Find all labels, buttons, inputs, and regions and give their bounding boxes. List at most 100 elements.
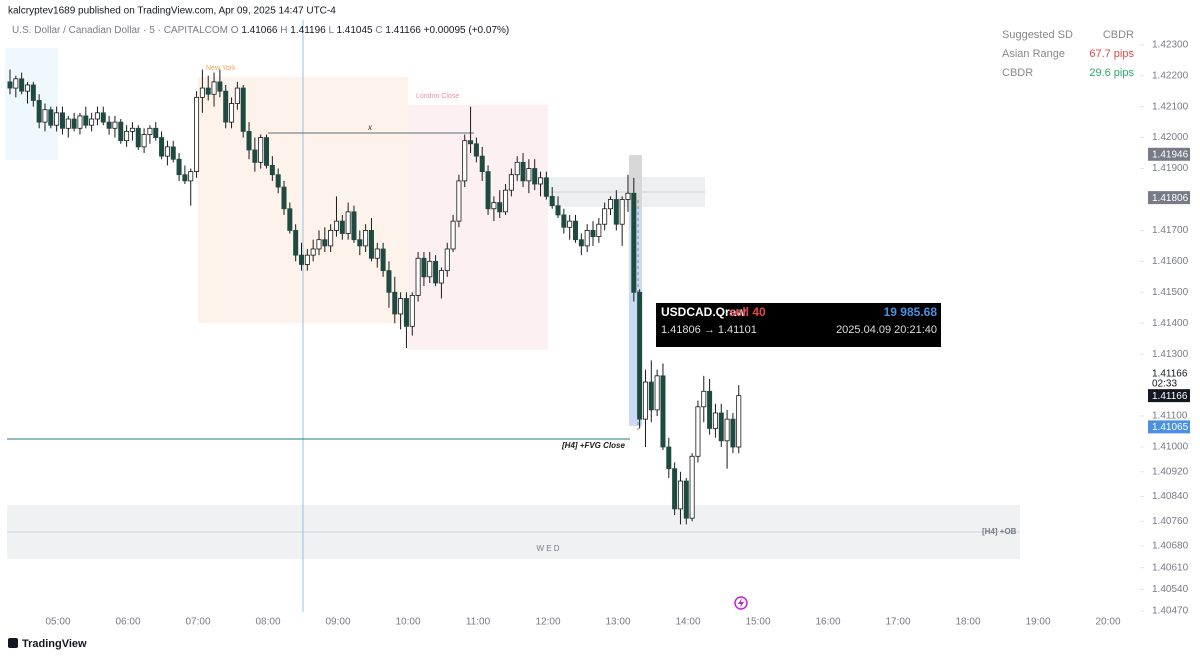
trade-time: 2025.04.09 20:21:40	[836, 324, 937, 336]
candle-body	[205, 87, 211, 95]
candle-body	[648, 381, 654, 411]
x-tick-label: 10:00	[395, 617, 420, 628]
candle-body	[438, 270, 444, 284]
candle-body	[398, 298, 404, 315]
table-cell: Suggested SD	[1002, 29, 1073, 41]
session-label: New York	[206, 65, 236, 72]
candle-body	[456, 180, 462, 222]
session-label: London Close	[416, 93, 459, 100]
trade-prices: 1.41806 → 1.41101	[661, 324, 757, 336]
candle-body	[409, 294, 415, 327]
candle-body	[666, 446, 672, 470]
candle-body	[543, 177, 549, 197]
x-tick-label: 13:00	[605, 617, 630, 628]
table-cell: 67.7 pips	[1089, 48, 1134, 60]
x-tick-label: 06:00	[115, 617, 140, 628]
candle-body	[240, 87, 246, 132]
candle-body	[287, 208, 293, 231]
candle-body	[293, 230, 299, 256]
candle-body	[100, 112, 106, 123]
y-tick-label: 1.41300	[1152, 349, 1189, 360]
candle-body	[479, 155, 485, 173]
candle-body	[42, 109, 48, 123]
y-tick-label: 1.42200	[1152, 70, 1189, 81]
candle-body	[392, 291, 398, 315]
candle-body	[36, 100, 42, 123]
candle-body	[339, 220, 345, 234]
y-tick-label: 1.40840	[1152, 491, 1189, 502]
event-icon-bolt	[738, 598, 744, 608]
candle-body	[316, 239, 322, 250]
table-cell: CBDR	[1002, 67, 1033, 79]
level-label: x	[367, 123, 373, 132]
candle-body	[322, 239, 328, 247]
x-tick-label: 05:00	[45, 617, 70, 628]
price-badge	[1148, 191, 1190, 205]
candle-body	[695, 406, 701, 457]
candle-body	[129, 127, 135, 132]
candle-body	[433, 260, 439, 284]
candle-body	[549, 195, 555, 207]
candle-body	[590, 230, 596, 237]
y-tick-label: 1.40470	[1152, 606, 1189, 617]
x-tick-label: 18:00	[955, 617, 980, 628]
x-tick-label: 11:00	[466, 617, 491, 628]
symbol: U.S. Dollar / Canadian Dollar · 5 · CAPI…	[12, 25, 228, 36]
y-tick-label: 1.40920	[1152, 466, 1189, 477]
x-tick-label: 19:00	[1025, 617, 1050, 628]
candle-body	[497, 202, 503, 213]
fvg-label: [H4] +FVG Close	[561, 441, 625, 450]
x-tick-label: 15:00	[745, 617, 770, 628]
candle-body	[48, 109, 54, 126]
candle-body	[199, 87, 205, 98]
candle-body	[252, 149, 258, 163]
candle-body	[164, 146, 170, 157]
candle-body	[59, 112, 65, 129]
candle-body	[65, 118, 71, 129]
candle-body	[83, 115, 89, 126]
candle-body	[229, 103, 235, 123]
y-tick-label: 1.41400	[1152, 318, 1189, 329]
ohlc-value: 1.41196	[290, 25, 326, 36]
candle-body	[637, 291, 643, 420]
last-price: 1.41166	[1152, 368, 1188, 379]
candle-body	[718, 412, 724, 442]
publisher: kalcryptev1689 published on TradingView.…	[8, 6, 336, 17]
price-badge	[1148, 420, 1190, 434]
x-tick-label: 16:00	[815, 617, 840, 628]
candle-body	[654, 375, 660, 411]
candle-body	[538, 177, 544, 185]
candle-body	[427, 260, 433, 278]
candle-body	[275, 174, 281, 188]
trade-profit: 19 985.68	[884, 305, 938, 319]
candle-body	[153, 127, 159, 138]
candle-body	[625, 192, 631, 200]
price-badge-label: 1.41065	[1152, 422, 1189, 433]
candle-body	[7, 81, 13, 89]
event-icon[interactable]	[734, 596, 748, 610]
candle-body	[223, 90, 229, 123]
asia-box	[5, 48, 58, 160]
candle-body	[578, 239, 584, 247]
candle-body	[677, 480, 683, 510]
candle-body	[707, 390, 713, 429]
y-tick-label: 1.41100	[1152, 411, 1188, 422]
candle-body	[450, 220, 456, 250]
candle-body	[310, 248, 316, 256]
candle-body	[13, 78, 19, 89]
candle-body	[689, 455, 695, 519]
candle-body	[94, 112, 100, 120]
x-tick-label: 08:00	[255, 617, 280, 628]
candle-body	[660, 375, 666, 448]
candle-body	[246, 130, 252, 151]
candle-body	[54, 112, 60, 126]
table-cell: 29.6 pips	[1089, 67, 1134, 79]
candle-body	[619, 199, 625, 225]
candle-body	[386, 270, 392, 293]
candle-body	[170, 146, 176, 160]
ob-label: [H4] +OB	[982, 527, 1017, 536]
candle-body	[701, 390, 707, 408]
candle-body	[485, 171, 491, 210]
candle-body	[374, 248, 380, 259]
